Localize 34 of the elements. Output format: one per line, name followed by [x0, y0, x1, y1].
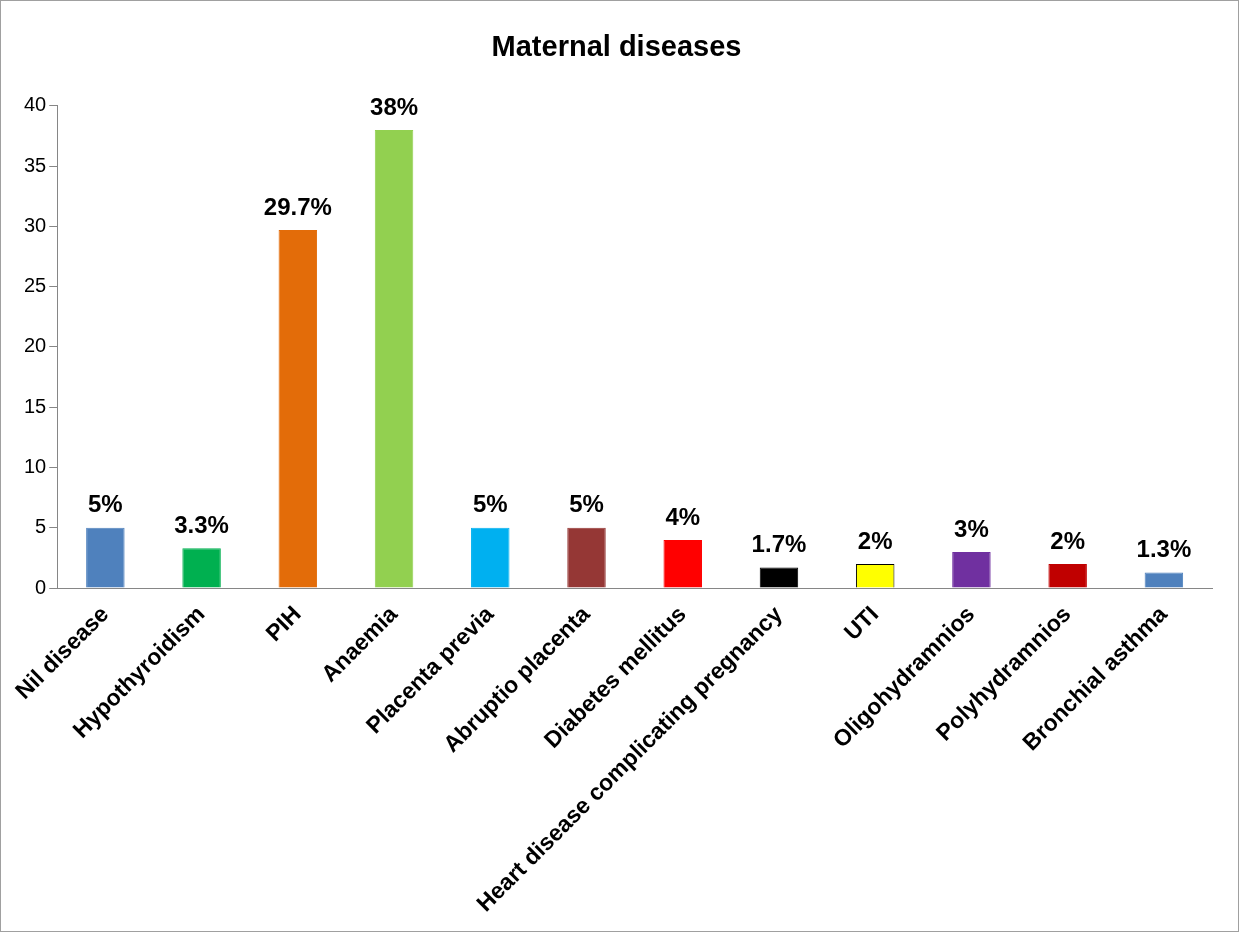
bar: [663, 539, 702, 588]
y-tick-label: 40: [24, 93, 47, 116]
y-tick-label: 5: [35, 515, 47, 538]
data-label: 2%: [1050, 526, 1085, 554]
data-label: 5%: [88, 490, 123, 518]
data-label: 4%: [665, 502, 701, 530]
data-label: 5%: [569, 490, 604, 518]
data-label: 3%: [954, 514, 989, 542]
data-label: 5%: [472, 490, 508, 518]
y-tick-label: 0: [35, 575, 47, 598]
bar: [471, 527, 510, 588]
data-label: 2%: [857, 526, 893, 554]
bar: [952, 551, 991, 588]
bar: [374, 129, 414, 588]
bar: [278, 230, 318, 588]
y-tick-label: 35: [24, 153, 47, 176]
x-tick-label: PIH: [260, 600, 306, 647]
data-label: 3.3%: [174, 510, 229, 538]
bar: [1048, 564, 1087, 588]
bar: [759, 567, 799, 588]
y-tick-label: 20: [24, 334, 47, 357]
bar: [567, 527, 606, 588]
y-tick-label: 15: [24, 394, 47, 417]
y-tick-label: 30: [24, 213, 47, 236]
bar: [1144, 572, 1184, 588]
data-label: 29.7%: [263, 192, 332, 220]
y-tick-label: 10: [24, 455, 47, 478]
data-label: 1.7%: [751, 530, 807, 558]
chart-title: Maternal diseases: [491, 30, 742, 63]
data-label: 1.3%: [1136, 535, 1192, 563]
data-label: 38%: [370, 92, 419, 120]
bar: [86, 527, 125, 588]
y-tick-label: 25: [24, 274, 47, 297]
bar: [182, 548, 221, 588]
